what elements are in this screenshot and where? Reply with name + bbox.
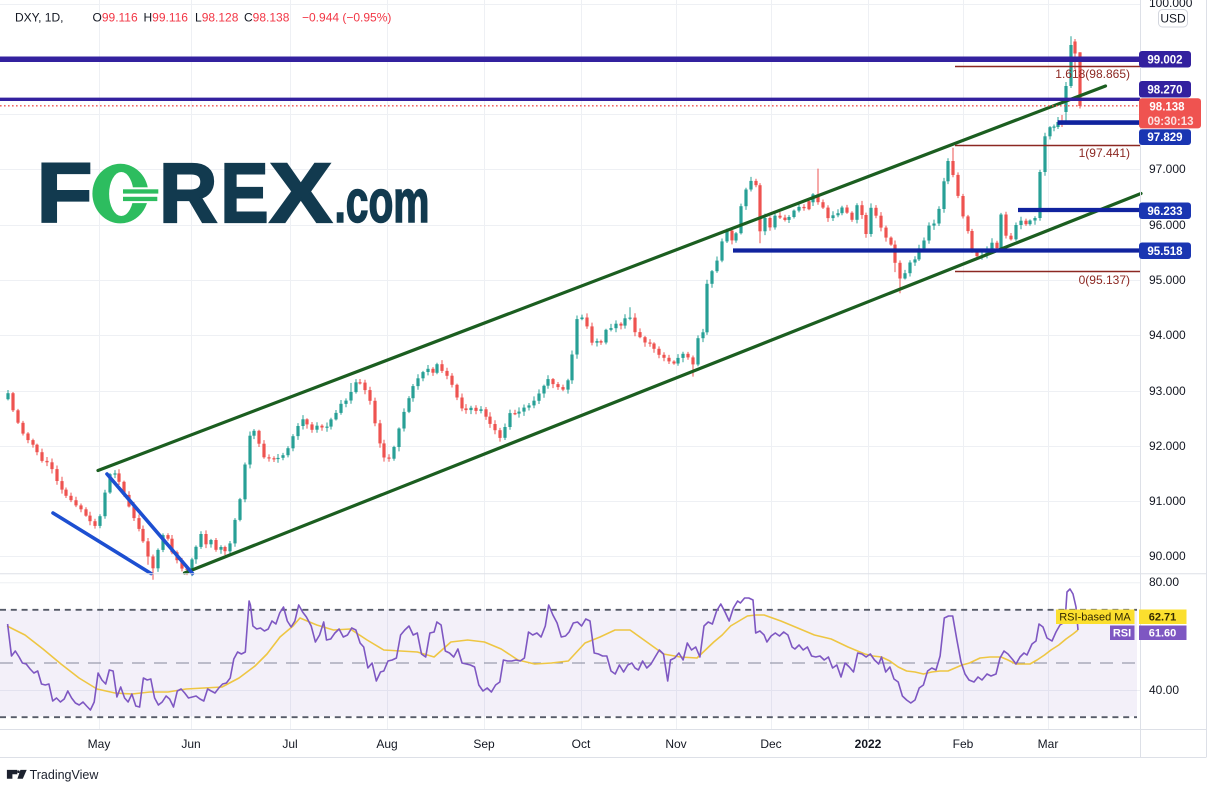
svg-text:Sep: Sep [473,737,495,751]
svg-text:96.233: 96.233 [1147,206,1182,218]
svg-text:91.000: 91.000 [1149,494,1186,508]
svg-text:Oct: Oct [572,737,591,751]
svg-text:90.000: 90.000 [1149,549,1186,563]
svg-text:Feb: Feb [953,737,974,751]
svg-text:94.000: 94.000 [1149,328,1186,342]
svg-text:1.618(98.865): 1.618(98.865) [1055,67,1130,81]
svg-text:R: R [159,146,218,240]
svg-text:61.60: 61.60 [1149,628,1177,640]
svg-text:RSI: RSI [1113,628,1131,640]
svg-text:93.000: 93.000 [1149,384,1186,398]
svg-text:.com: .com [335,168,430,235]
svg-text:F: F [37,146,93,240]
svg-text:09:30:13: 09:30:13 [1147,116,1193,128]
svg-text:1(97.441): 1(97.441) [1079,146,1130,160]
svg-text:95.518: 95.518 [1147,246,1183,258]
svg-text:0(95.137): 0(95.137) [1079,273,1130,287]
svg-text:62.71: 62.71 [1149,612,1177,624]
svg-text:Nov: Nov [665,737,686,751]
svg-text:C98.138: C98.138 [244,11,290,25]
svg-text:H99.116: H99.116 [144,11,189,25]
svg-text:L98.128: L98.128 [195,11,239,25]
svg-text:Dec: Dec [760,737,781,751]
svg-text:96.000: 96.000 [1149,218,1186,232]
svg-text:97.829: 97.829 [1147,132,1182,144]
svg-text:95.000: 95.000 [1149,273,1186,287]
svg-text:Mar: Mar [1038,737,1059,751]
svg-text:May: May [88,737,111,751]
svg-text:100.000: 100.000 [1149,0,1193,10]
svg-text:E: E [221,146,269,240]
svg-text:X: X [270,146,333,240]
svg-text:RSI-based MA: RSI-based MA [1059,612,1131,624]
svg-text:DXY, 1D,: DXY, 1D, [15,11,63,25]
svg-text:−0.944 (−0.95%): −0.944 (−0.95%) [302,11,391,25]
svg-text:O99.116: O99.116 [93,11,138,25]
svg-text:2022: 2022 [855,737,882,751]
svg-text:98.138: 98.138 [1149,102,1185,114]
svg-text:80.00: 80.00 [1149,575,1179,589]
svg-text:97.000: 97.000 [1149,162,1186,176]
svg-text:TradingView: TradingView [30,768,100,782]
svg-text:Jul: Jul [282,737,297,751]
svg-text:USD: USD [1160,12,1186,26]
svg-text:92.000: 92.000 [1149,439,1186,453]
svg-text:Aug: Aug [376,737,397,751]
svg-text:98.270: 98.270 [1147,84,1182,96]
svg-text:40.00: 40.00 [1149,683,1179,697]
svg-text:99.002: 99.002 [1147,54,1182,66]
svg-text:Jun: Jun [181,737,200,751]
